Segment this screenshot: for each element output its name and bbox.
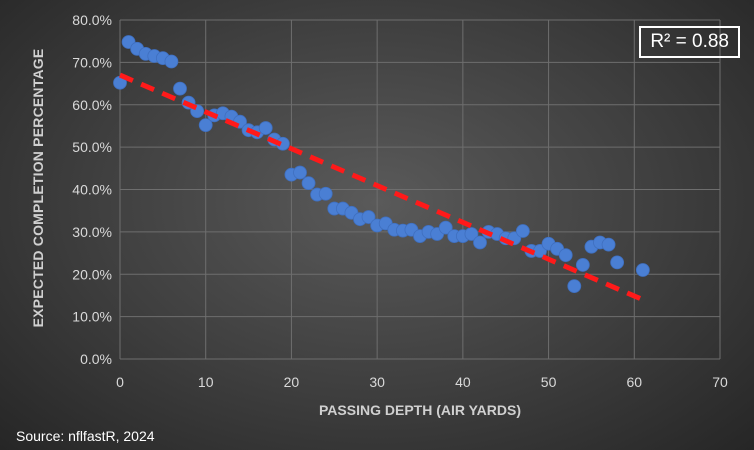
x-tick-label: 0 bbox=[116, 374, 124, 390]
data-point bbox=[173, 81, 187, 96]
y-axis-label: EXPECTED COMPLETION PERCENTAGE bbox=[30, 48, 46, 328]
y-tick-label: 60.0% bbox=[72, 97, 112, 113]
y-tick-label: 0.0% bbox=[80, 351, 112, 367]
x-tick-label: 30 bbox=[369, 374, 385, 390]
data-point bbox=[301, 176, 316, 191]
y-tick-label: 70.0% bbox=[72, 54, 112, 70]
y-tick-label: 40.0% bbox=[72, 182, 112, 198]
x-tick-label: 60 bbox=[626, 374, 642, 390]
data-point bbox=[293, 165, 307, 180]
y-tick-label: 80.0% bbox=[72, 12, 112, 28]
r-squared-annotation: R² = 0.88 bbox=[639, 26, 740, 58]
data-point bbox=[258, 121, 273, 135]
data-point bbox=[635, 263, 650, 277]
y-tick-label: 50.0% bbox=[72, 139, 112, 155]
data-point bbox=[473, 235, 487, 250]
trendline bbox=[119, 72, 644, 302]
data-point bbox=[575, 258, 590, 272]
data-point bbox=[164, 54, 179, 69]
data-point bbox=[464, 227, 479, 241]
data-point bbox=[438, 220, 453, 235]
y-tick-label: 10.0% bbox=[72, 309, 112, 325]
data-point bbox=[558, 248, 573, 263]
data-point bbox=[610, 255, 625, 270]
x-tick-label: 70 bbox=[712, 374, 728, 390]
data-point bbox=[601, 237, 616, 252]
data-point bbox=[318, 186, 333, 201]
y-tick-label: 20.0% bbox=[72, 266, 112, 282]
x-tick-label: 20 bbox=[284, 374, 300, 390]
y-tick-label: 30.0% bbox=[72, 224, 112, 240]
data-point bbox=[515, 224, 530, 238]
source-note: Source: nflfastR, 2024 bbox=[16, 428, 155, 444]
data-point bbox=[567, 279, 582, 294]
x-tick-label: 50 bbox=[541, 374, 557, 390]
data-point bbox=[198, 118, 213, 132]
data-point bbox=[361, 210, 376, 224]
x-tick-label: 10 bbox=[198, 374, 214, 390]
x-tick-label: 40 bbox=[455, 374, 471, 390]
x-axis-label: PASSING DEPTH (AIR YARDS) bbox=[319, 402, 521, 418]
